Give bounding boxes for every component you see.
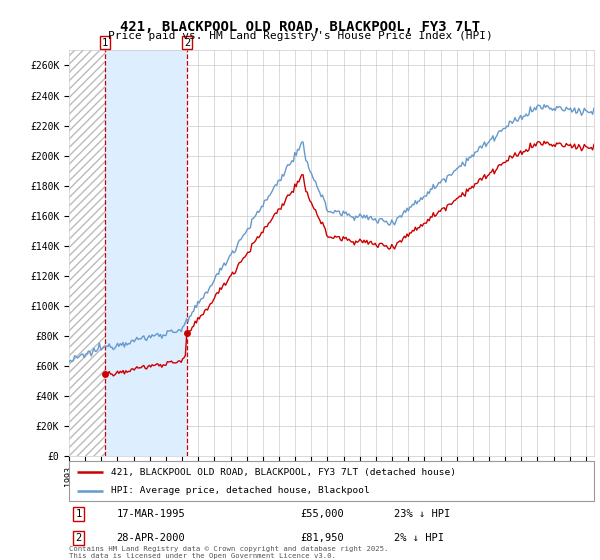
Text: £55,000: £55,000 bbox=[300, 508, 344, 519]
Text: 2: 2 bbox=[184, 38, 191, 48]
Text: 2% ↓ HPI: 2% ↓ HPI bbox=[395, 533, 445, 543]
Bar bbox=[69, 50, 104, 456]
Text: 1: 1 bbox=[76, 508, 82, 519]
Text: 2: 2 bbox=[76, 533, 82, 543]
Text: Contains HM Land Registry data © Crown copyright and database right 2025.
This d: Contains HM Land Registry data © Crown c… bbox=[69, 547, 388, 559]
Text: HPI: Average price, detached house, Blackpool: HPI: Average price, detached house, Blac… bbox=[111, 486, 370, 495]
Bar bbox=[104, 50, 187, 456]
Text: 421, BLACKPOOL OLD ROAD, BLACKPOOL, FY3 7LT (detached house): 421, BLACKPOOL OLD ROAD, BLACKPOOL, FY3 … bbox=[111, 468, 456, 477]
Text: 421, BLACKPOOL OLD ROAD, BLACKPOOL, FY3 7LT: 421, BLACKPOOL OLD ROAD, BLACKPOOL, FY3 … bbox=[120, 20, 480, 34]
Text: 23% ↓ HPI: 23% ↓ HPI bbox=[395, 508, 451, 519]
FancyBboxPatch shape bbox=[69, 461, 594, 501]
Text: 17-MAR-1995: 17-MAR-1995 bbox=[116, 508, 185, 519]
Text: 28-APR-2000: 28-APR-2000 bbox=[116, 533, 185, 543]
Text: Price paid vs. HM Land Registry's House Price Index (HPI): Price paid vs. HM Land Registry's House … bbox=[107, 31, 493, 41]
Text: £81,950: £81,950 bbox=[300, 533, 344, 543]
Text: 1: 1 bbox=[101, 38, 108, 48]
